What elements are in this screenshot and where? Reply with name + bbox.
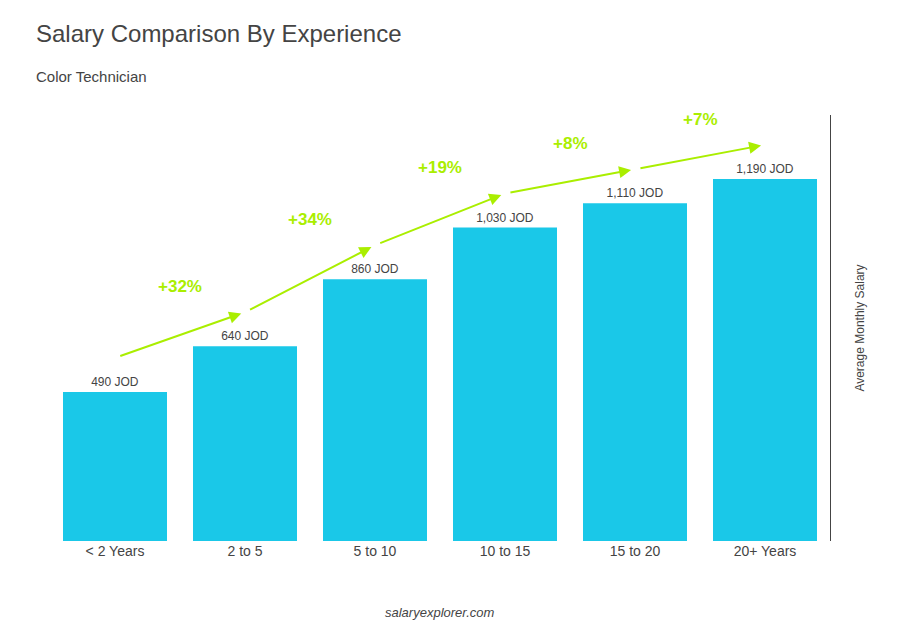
- svg-text:2 to 5: 2 to 5: [227, 543, 262, 559]
- svg-text:Average Monthly Salary: Average Monthly Salary: [853, 264, 867, 391]
- svg-text:15 to 20: 15 to 20: [610, 543, 661, 559]
- svg-text:640 JOD: 640 JOD: [221, 329, 269, 343]
- svg-text:< 2 Years: < 2 Years: [86, 543, 145, 559]
- svg-text:+32%: +32%: [158, 277, 202, 296]
- svg-text:490 JOD: 490 JOD: [91, 375, 139, 389]
- svg-text:860 JOD: 860 JOD: [351, 262, 399, 276]
- svg-text:Color Technician: Color Technician: [36, 68, 147, 85]
- svg-text:+7%: +7%: [683, 110, 718, 129]
- svg-text:1,190 JOD: 1,190 JOD: [736, 162, 794, 176]
- svg-text:+19%: +19%: [418, 158, 462, 177]
- svg-text:salaryexplorer.com: salaryexplorer.com: [385, 605, 495, 620]
- svg-text:5 to 10: 5 to 10: [354, 543, 397, 559]
- svg-text:1,030 JOD: 1,030 JOD: [476, 211, 534, 225]
- svg-text:Salary Comparison By Experienc: Salary Comparison By Experience: [36, 20, 402, 47]
- svg-text:+34%: +34%: [288, 210, 332, 229]
- svg-text:20+ Years: 20+ Years: [734, 543, 797, 559]
- svg-text:10 to 15: 10 to 15: [480, 543, 531, 559]
- svg-text:+8%: +8%: [553, 134, 588, 153]
- svg-text:1,110 JOD: 1,110 JOD: [607, 186, 664, 200]
